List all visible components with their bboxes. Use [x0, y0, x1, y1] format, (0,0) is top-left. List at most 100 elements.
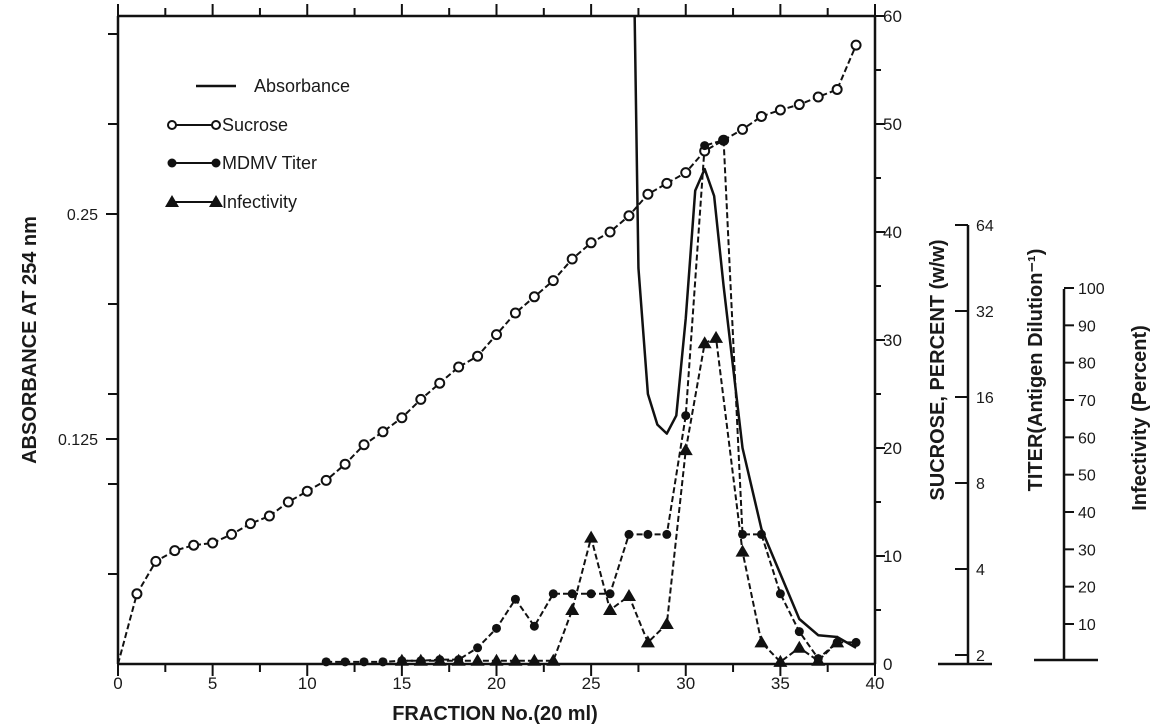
mdmv-titer-point: [473, 643, 483, 653]
infectivity-point: [697, 336, 712, 349]
sucrose-point: [226, 528, 238, 540]
axis-titles: FRACTION No.(20 ml) ABSORBANCE AT 254 nm…: [19, 216, 1151, 725]
y-titer-axis-title: TITER(Antigen Dilution⁻¹): [1025, 249, 1047, 492]
legend-marker-sucrose: [167, 120, 177, 130]
mdmv-titer-point: [681, 411, 691, 421]
infectivity-point: [432, 653, 447, 666]
y-infectivity-tick-label: 60: [1078, 430, 1096, 447]
x-tick-label: 30: [676, 674, 695, 693]
y-infectivity-tick-label: 100: [1078, 281, 1105, 298]
infectivity-point: [546, 653, 561, 666]
sucrose-point: [623, 210, 635, 222]
mdmv-titer-point: [586, 589, 596, 599]
y-sucrose-tick-label: 50: [883, 115, 902, 134]
y-infectivity-tick-label: 30: [1078, 542, 1096, 559]
infectivity-point: [811, 653, 826, 666]
series-line-sucrose: [117, 44, 857, 665]
sucrose-point: [585, 237, 597, 249]
mdmv-titer-point: [567, 589, 577, 599]
mdmv-titer-point: [719, 135, 729, 145]
mdmv-titer-point: [359, 657, 369, 667]
y-titer-tick-label: 16: [976, 390, 994, 407]
sucrose-point: [774, 104, 786, 116]
sucrose-point: [396, 412, 408, 424]
y-infectivity-tick-label: 20: [1078, 580, 1096, 597]
y-infectivity-tick-label: 10: [1078, 617, 1096, 634]
y-left-tick-label: 0.125: [58, 432, 98, 449]
legend: Absorbance Sucrose MDMV Titer Infectivity: [165, 76, 350, 212]
sucrose-point: [339, 458, 351, 470]
sucrose-point: [737, 123, 749, 135]
sucrose-point: [301, 485, 313, 497]
plot-frame: [116, 14, 1098, 666]
mdmv-titer-point: [510, 594, 520, 604]
sucrose-point: [661, 177, 673, 189]
infectivity-point: [830, 635, 845, 648]
y-titer-tick-label: 64: [976, 218, 994, 235]
infectivity-point: [735, 544, 750, 557]
sucrose-point: [150, 555, 162, 567]
infectivity-point: [394, 653, 409, 666]
infectivity-point: [451, 653, 466, 666]
y-sucrose-tick-label: 10: [883, 547, 902, 566]
legend-marker-infectivity: [209, 195, 223, 207]
x-tick-label: 35: [771, 674, 790, 693]
x-tick-label: 20: [487, 674, 506, 693]
infectivity-point: [489, 653, 504, 666]
axis-ticks: 0 5 10 15 20 25 30 35 40 0.125 0.25 0 10 20 30 40 50 60 2 4…: [58, 4, 1105, 693]
sucrose-point: [491, 329, 502, 341]
sucrose-point: [831, 83, 843, 95]
sucrose-point: [358, 439, 370, 451]
y-sucrose-tick-label: 20: [883, 439, 902, 458]
legend-label-sucrose: Sucrose: [222, 115, 288, 135]
y-sucrose-tick-label: 60: [883, 7, 902, 26]
infectivity-point: [621, 588, 636, 601]
infectivity-point: [508, 653, 523, 666]
sucrose-point: [472, 350, 484, 362]
mdmv-titer-point: [378, 657, 388, 667]
y-sucrose-tick-label: 40: [883, 223, 902, 242]
legend-label-absorbance: Absorbance: [254, 76, 350, 96]
infectivity-point: [565, 603, 580, 615]
mdmv-titer-point: [643, 529, 653, 539]
legend-label-mdmv-titer: MDMV Titer: [222, 153, 317, 173]
sucrose-point: [415, 393, 427, 405]
x-tick-label: 40: [866, 674, 885, 693]
sucrose-point: [188, 539, 200, 551]
mdmv-titer-point: [738, 529, 748, 539]
y-left-tick-label: 0.25: [67, 207, 98, 224]
sucrose-point: [207, 537, 219, 549]
sucrose-point: [282, 496, 294, 508]
series-line-absorbance: [633, 16, 857, 649]
y-infectivity-axis-title: Infectivity (Percent): [1129, 325, 1151, 511]
mdmv-titer-point: [340, 657, 350, 667]
x-tick-label: 10: [298, 674, 317, 693]
sucrose-point: [320, 474, 332, 486]
x-tick-label: 25: [582, 674, 601, 693]
legend-marker-infectivity: [165, 195, 179, 207]
series-line-infectivity: [401, 336, 838, 664]
sucrose-point: [642, 188, 654, 200]
sucrose-point: [509, 307, 521, 319]
sucrose-point: [244, 518, 256, 530]
mdmv-titer-point: [321, 657, 331, 667]
infectivity-point: [792, 640, 807, 653]
x-tick-label: 15: [392, 674, 411, 693]
sucrose-point: [169, 545, 181, 557]
infectivity-point: [527, 653, 542, 666]
y-infectivity-tick-label: 40: [1078, 505, 1096, 522]
y-sucrose-tick-label: 30: [883, 331, 902, 350]
sucrose-point: [263, 510, 275, 522]
y-titer-tick-label: 2: [976, 648, 985, 665]
legend-marker-mdmv-titer: [211, 158, 221, 168]
mdmv-titer-point: [700, 141, 710, 151]
sucrose-point: [528, 291, 540, 303]
infectivity-point: [773, 654, 788, 667]
infectivity-point: [640, 635, 655, 648]
sucrose-point: [434, 377, 446, 389]
mdmv-titer-point: [775, 589, 785, 599]
series-layer: [117, 16, 862, 667]
y-sucrose-tick-label: 0: [883, 655, 892, 674]
legend-marker-mdmv-titer: [167, 158, 177, 168]
mdmv-titer-point: [662, 529, 672, 539]
